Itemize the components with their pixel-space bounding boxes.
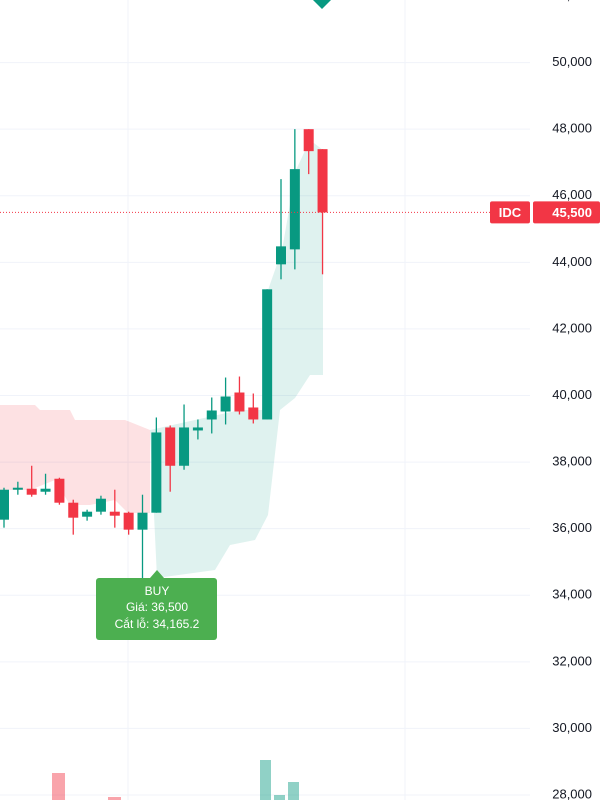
candle-body (68, 502, 79, 518)
buy-title: BUY (145, 584, 170, 598)
volume-bar (274, 795, 285, 800)
candle-body (192, 427, 203, 431)
candle-body (123, 512, 134, 530)
y-tick-label: 52,000 (552, 0, 592, 2)
cloud-red (0, 405, 150, 513)
candle-body (54, 478, 65, 503)
candle-body (303, 129, 314, 152)
symbol-box (490, 201, 530, 224)
volume-bar (260, 760, 271, 800)
y-tick-label: 38,000 (552, 454, 592, 469)
y-tick-label: 42,000 (552, 320, 592, 335)
volume-bar (108, 797, 121, 800)
candle-body (40, 488, 51, 492)
y-tick-label: 40,000 (552, 387, 592, 402)
candle-body (137, 512, 148, 530)
candle-body (220, 396, 231, 412)
volume-bar (52, 773, 65, 800)
buy-stop-loss: Cắt lỗ: 34,165.2 (115, 616, 200, 631)
candle-body (95, 498, 106, 512)
buy-arrow (150, 570, 164, 578)
price-label: 45,500 (552, 205, 592, 220)
candle-body (109, 511, 120, 516)
candle-body (165, 427, 176, 466)
candle-body (26, 488, 37, 495)
sell-marker (313, 0, 331, 9)
candle-body (82, 511, 93, 517)
candle-body (151, 432, 162, 513)
symbol-label: IDC (499, 205, 522, 220)
candle-body (262, 289, 273, 420)
candle-body (12, 487, 23, 490)
candle-body (317, 149, 328, 213)
cloud-green (150, 140, 323, 578)
candle-body (289, 169, 300, 250)
candle-body (0, 489, 9, 520)
price-tag: IDC 45,500 (490, 201, 600, 224)
y-tick-label: 46,000 (552, 187, 592, 202)
y-tick-label: 44,000 (552, 254, 592, 269)
y-tick-label: 30,000 (552, 720, 592, 735)
candle-body (248, 407, 259, 420)
volume-bar (288, 782, 299, 800)
candle-body (206, 410, 217, 420)
y-tick-label: 32,000 (552, 653, 592, 668)
y-tick-label: 50,000 (552, 54, 592, 69)
buy-price: Giá: 36,500 (126, 600, 188, 614)
y-tick-label: 48,000 (552, 121, 592, 136)
y-tick-label: 36,000 (552, 520, 592, 535)
candle-body (234, 392, 245, 412)
price-box (533, 201, 600, 224)
y-tick-label: 28,000 (552, 786, 592, 800)
buy-annotation: BUY Giá: 36,500 Cắt lỗ: 34,165.2 (96, 570, 217, 640)
buy-box (96, 578, 217, 640)
candle-body (276, 246, 286, 265)
candle-body (179, 427, 190, 466)
y-tick-label: 34,000 (552, 587, 592, 602)
